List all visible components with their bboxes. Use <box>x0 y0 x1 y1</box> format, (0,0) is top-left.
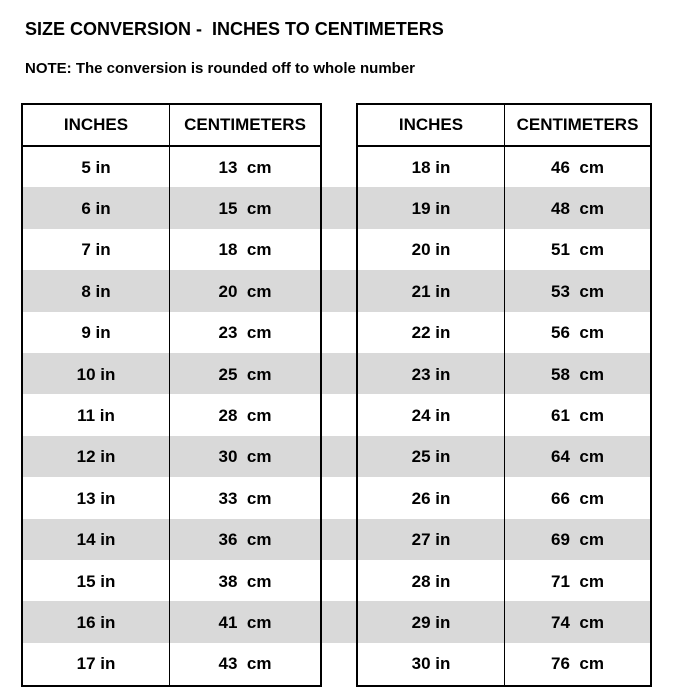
conversion-table-right: INCHES CENTIMETERS 18 in 46 cm 19 in 48 cm 2… <box>356 103 652 688</box>
centimeters-cell: 46 cm <box>504 146 652 189</box>
header-inches: INCHES <box>21 104 170 147</box>
table-row: 25 in 64 cm <box>356 436 652 479</box>
header-row: INCHES CENTIMETERS <box>21 104 322 147</box>
inches-cell: 24 in <box>356 395 505 437</box>
header-centimeters: CENTIMETERS <box>169 104 322 147</box>
centimeters-cell: 13 cm <box>169 146 322 189</box>
table-row: 16 in 41 cm <box>21 602 322 644</box>
table-row: 19 in 48 cm <box>356 188 652 230</box>
centimeters-cell: 28 cm <box>169 395 322 437</box>
page-title: SIZE CONVERSION - INCHES TO CENTIMETERS <box>25 19 444 39</box>
centimeters-cell: 58 cm <box>504 353 652 396</box>
inches-cell: 25 in <box>356 436 505 479</box>
centimeters-cell: 56 cm <box>504 312 652 354</box>
table-row: 8 in 20 cm <box>21 271 322 313</box>
inches-cell: 11 in <box>21 395 170 437</box>
centimeters-cell: 69 cm <box>504 519 652 561</box>
table-row: 5 in 13 cm <box>21 146 322 189</box>
table-row: 23 in 58 cm <box>356 353 652 396</box>
table-row: 12 in 30 cm <box>21 436 322 479</box>
table-row: 15 in 38 cm <box>21 560 322 603</box>
table-row: 14 in 36 cm <box>21 519 322 561</box>
inches-cell: 29 in <box>356 602 505 644</box>
inches-cell: 30 in <box>356 643 505 687</box>
centimeters-cell: 64 cm <box>504 436 652 479</box>
centimeters-cell: 76 cm <box>504 643 652 687</box>
table-row: 26 in 66 cm <box>356 478 652 520</box>
centimeters-cell: 51 cm <box>504 229 652 272</box>
table-row: 18 in 46 cm <box>356 146 652 189</box>
inches-cell: 26 in <box>356 478 505 520</box>
centimeters-cell: 30 cm <box>169 436 322 479</box>
centimeters-cell: 43 cm <box>169 643 322 687</box>
table-row: 22 in 56 cm <box>356 312 652 354</box>
centimeters-cell: 66 cm <box>504 478 652 520</box>
table-row: 29 in 74 cm <box>356 602 652 644</box>
table-row: 6 in 15 cm <box>21 188 322 230</box>
centimeters-cell: 53 cm <box>504 271 652 313</box>
inches-cell: 7 in <box>21 229 170 272</box>
inches-cell: 14 in <box>21 519 170 561</box>
inches-cell: 18 in <box>356 146 505 189</box>
inches-cell: 20 in <box>356 229 505 272</box>
header-row: INCHES CENTIMETERS <box>356 104 652 147</box>
centimeters-cell: 23 cm <box>169 312 322 354</box>
conversion-note: NOTE: The conversion is rounded off to w… <box>25 60 416 77</box>
table-row: 10 in 25 cm <box>21 353 322 396</box>
centimeters-cell: 71 cm <box>504 560 652 603</box>
centimeters-cell: 48 cm <box>504 188 652 230</box>
centimeters-cell: 33 cm <box>169 478 322 520</box>
conversion-table-left: INCHES CENTIMETERS 5 in 13 cm 6 in 15 cm 7 i… <box>21 103 322 688</box>
inches-cell: 8 in <box>21 271 170 313</box>
table-row: 17 in 43 cm <box>21 643 322 687</box>
table-row: 9 in 23 cm <box>21 312 322 354</box>
inches-cell: 17 in <box>21 643 170 687</box>
centimeters-cell: 38 cm <box>169 560 322 603</box>
centimeters-cell: 18 cm <box>169 229 322 272</box>
table-row: 24 in 61 cm <box>356 395 652 437</box>
centimeters-cell: 74 cm <box>504 602 652 644</box>
table-row: 20 in 51 cm <box>356 229 652 272</box>
inches-cell: 16 in <box>21 602 170 644</box>
centimeters-cell: 61 cm <box>504 395 652 437</box>
inches-cell: 27 in <box>356 519 505 561</box>
inches-cell: 13 in <box>21 478 170 520</box>
inches-cell: 21 in <box>356 271 505 313</box>
table-row: 28 in 71 cm <box>356 560 652 603</box>
table-row: 27 in 69 cm <box>356 519 652 561</box>
table-row: 30 in 76 cm <box>356 643 652 687</box>
header-centimeters: CENTIMETERS <box>504 104 652 147</box>
inches-cell: 22 in <box>356 312 505 354</box>
inches-cell: 28 in <box>356 560 505 603</box>
centimeters-cell: 36 cm <box>169 519 322 561</box>
centimeters-cell: 15 cm <box>169 188 322 230</box>
centimeters-cell: 25 cm <box>169 353 322 396</box>
table-row: 21 in 53 cm <box>356 271 652 313</box>
inches-cell: 5 in <box>21 146 170 189</box>
table-row: 11 in 28 cm <box>21 395 322 437</box>
inches-cell: 9 in <box>21 312 170 354</box>
inches-cell: 10 in <box>21 353 170 396</box>
inches-cell: 6 in <box>21 188 170 230</box>
table-row: 13 in 33 cm <box>21 478 322 520</box>
inches-cell: 15 in <box>21 560 170 603</box>
inches-cell: 19 in <box>356 188 505 230</box>
inches-cell: 12 in <box>21 436 170 479</box>
centimeters-cell: 20 cm <box>169 271 322 313</box>
inches-cell: 23 in <box>356 353 505 396</box>
table-row: 7 in 18 cm <box>21 229 322 272</box>
header-inches: INCHES <box>356 104 505 147</box>
centimeters-cell: 41 cm <box>169 602 322 644</box>
